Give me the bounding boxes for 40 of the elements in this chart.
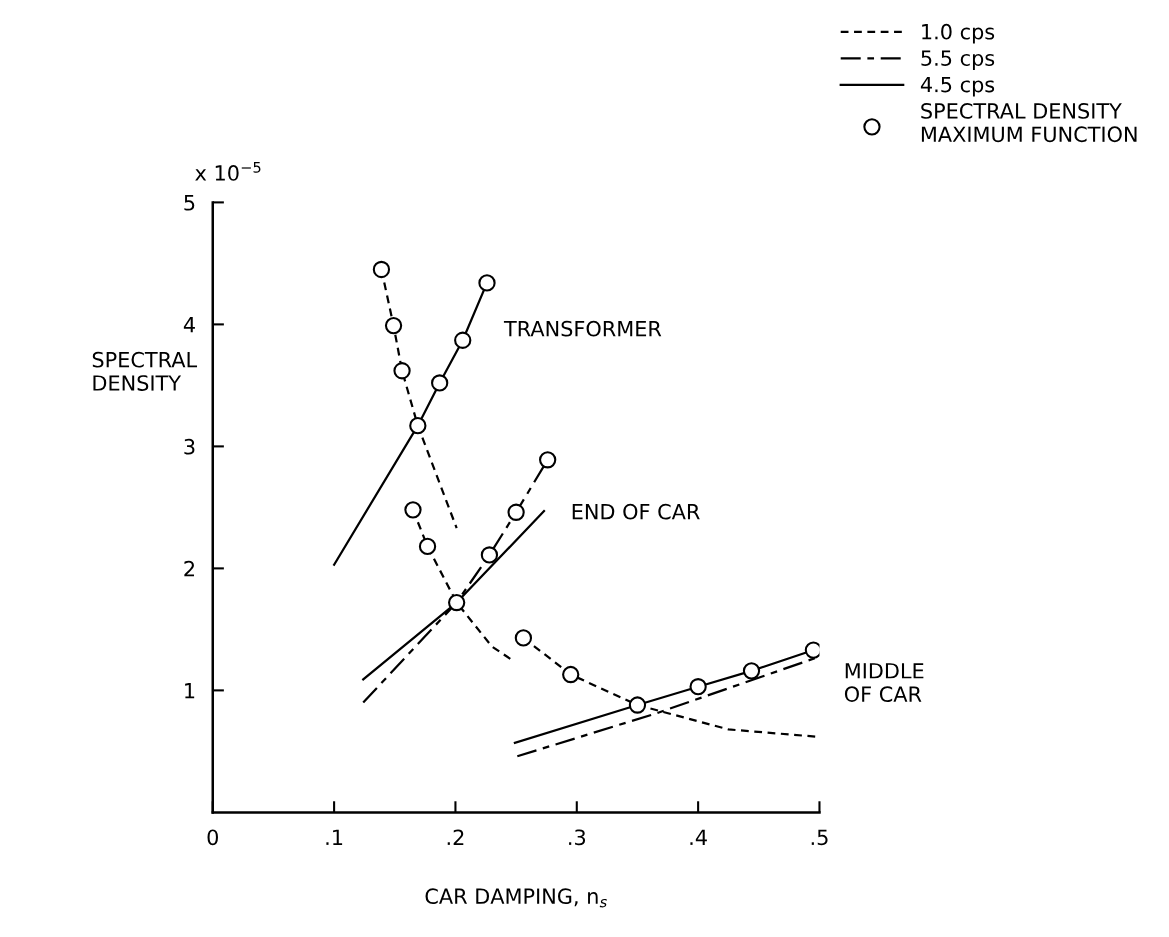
legend-label: 5.5 cps: [921, 50, 995, 71]
y-tick-label: 3: [184, 438, 195, 455]
x-axis-title: CAR DAMPING, n$_{s}$: [425, 888, 607, 908]
point: [539, 451, 557, 469]
point: [507, 503, 525, 521]
point: [409, 417, 427, 435]
annotation: END OF CAR: [572, 503, 700, 520]
legend-label: SPECTRAL DENSITY MAXIMUM FUNCTION: [921, 103, 1137, 143]
x-tick-label: .1: [326, 829, 343, 845]
point: [804, 641, 820, 659]
annotation: TRANSFORMER: [503, 320, 662, 337]
point: [384, 316, 403, 335]
x-tick-label: .3: [569, 829, 586, 846]
x-tick-label: .5: [811, 829, 828, 846]
point: [448, 593, 466, 612]
text: x 10$^{−5}$: [195, 161, 261, 181]
legend-label: 4.5 cps: [920, 76, 995, 97]
text: MIDDLE OF CAR: [844, 663, 924, 702]
y-tick-label: 5: [184, 195, 195, 211]
point: [372, 260, 391, 279]
point: [404, 501, 422, 519]
legend-label: 1.0 cps: [922, 23, 995, 44]
x-tick-label: 0: [207, 829, 218, 846]
point: [689, 678, 707, 696]
y-tick-label: 2: [184, 560, 194, 577]
point: [431, 374, 449, 392]
x-tick-label: .4: [690, 829, 707, 845]
point: [393, 362, 411, 380]
point: [628, 696, 647, 714]
x-tick-label: .2: [447, 829, 464, 845]
point: [562, 665, 580, 684]
point: [514, 629, 533, 647]
point: [454, 331, 472, 349]
point: [742, 662, 761, 680]
y-tick-label: 4: [183, 317, 195, 333]
point: [478, 274, 496, 292]
point: [418, 537, 437, 556]
y-tick-label: 1: [185, 683, 195, 699]
point: [480, 546, 499, 564]
y-axis-title: SPECTRAL DENSITY: [92, 351, 198, 391]
